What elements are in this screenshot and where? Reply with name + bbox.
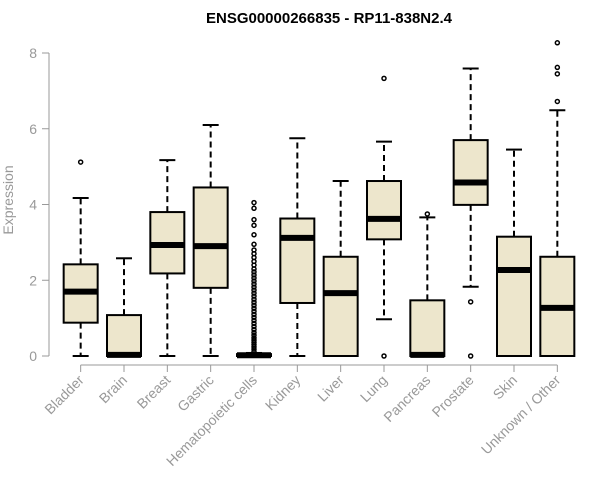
outlier-point [251, 320, 257, 327]
outlier-point [251, 299, 257, 305]
outlier-point [424, 211, 431, 217]
outlier-point [251, 305, 257, 312]
iqr-box [322, 255, 359, 357]
outlier-point [251, 232, 257, 238]
outlier-point [467, 299, 474, 305]
outlier-point [554, 40, 561, 46]
outlier-point [251, 247, 257, 253]
outlier-point [251, 302, 257, 308]
outlier-point [251, 269, 257, 275]
outlier-point [251, 311, 257, 318]
outlier-point [251, 222, 257, 229]
outlier-point [467, 353, 474, 359]
outlier-point [381, 75, 387, 82]
box-brain [106, 257, 142, 358]
outlier-point [251, 329, 257, 336]
outlier-point [251, 278, 257, 284]
boxes-group [62, 40, 576, 359]
x-tick-label: Liver [314, 372, 347, 405]
iqr-box [366, 180, 402, 241]
x-tick-label: Skin [490, 372, 521, 403]
y-axis-label: Expression [0, 165, 16, 234]
box-skin [496, 148, 532, 358]
outlier-point [251, 337, 257, 343]
outlier-point [554, 71, 561, 77]
y-tick-label: 8 [29, 45, 37, 61]
x-tick-label: Brain [96, 372, 130, 406]
outlier-point [554, 98, 561, 105]
box-liver [322, 180, 359, 357]
outlier-point [251, 290, 257, 296]
outlier-point [251, 284, 257, 290]
outlier-point [251, 314, 257, 321]
outlier-point [381, 353, 387, 359]
iqr-box [192, 186, 229, 289]
box-kidney [279, 137, 316, 357]
box-unknown-other [539, 40, 576, 357]
outlier-point [251, 296, 257, 302]
x-tick-label: Bladder [41, 372, 87, 418]
iqr-box [106, 314, 142, 357]
y-tick-label: 0 [29, 348, 37, 364]
outlier-point [251, 317, 257, 324]
iqr-box [409, 299, 446, 358]
outlier-point [251, 216, 257, 223]
box-lung [366, 75, 402, 359]
x-tick-label: Pancreas [380, 372, 433, 425]
y-tick-label: 2 [29, 272, 37, 288]
box-breast [149, 159, 186, 357]
outlier-point [251, 272, 257, 278]
outlier-point [251, 323, 257, 330]
outlier-point [251, 293, 257, 299]
x-tick-label: Lung [357, 372, 390, 405]
outlier-point [251, 308, 257, 315]
chart-title: ENSG00000266835 - RP11-838N2.4 [206, 10, 453, 27]
outlier-point [77, 159, 84, 165]
outlier-point [251, 275, 257, 281]
outlier-point [251, 281, 257, 287]
box-bladder [62, 159, 99, 357]
x-tick-label: Prostate [429, 372, 477, 420]
x-tick-label: Kidney [262, 372, 304, 414]
iqr-box [496, 235, 532, 358]
outlier-point [251, 287, 257, 293]
outlier-point [251, 205, 257, 212]
outlier-point [251, 241, 257, 248]
box-gastric [192, 123, 229, 357]
x-tick-label: Breast [134, 372, 174, 412]
x-tick-label: Unknown / Other [478, 372, 564, 458]
outlier-point [554, 64, 561, 71]
box-hematopoietic-cells [236, 199, 272, 359]
outlier-point [251, 335, 257, 341]
outlier-point [251, 326, 257, 333]
outlier-point [251, 199, 257, 206]
outlier-point [251, 332, 257, 338]
y-tick-label: 6 [29, 121, 37, 137]
box-prostate [452, 67, 489, 359]
box-pancreas [409, 211, 446, 358]
y-tick-label: 4 [29, 197, 37, 213]
iqr-box [452, 139, 489, 206]
iqr-box [279, 217, 316, 304]
x-tick-label: Gastric [174, 372, 217, 415]
